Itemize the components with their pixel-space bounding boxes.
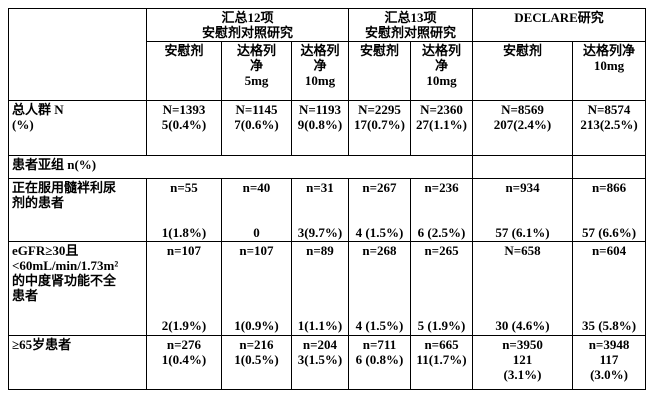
data-cell: n=236 6 (2.5%) [409, 178, 474, 242]
empty-cell [572, 155, 647, 179]
data-cell: n=3948 117 (3.0%) [572, 335, 647, 390]
data-cell: n=55 1(1.8%) [146, 178, 222, 242]
corner-cell [8, 8, 147, 101]
data-cell: n=31 3(9.7%) [291, 178, 349, 242]
data-cell: n=934 57 (6.1%) [472, 178, 574, 242]
data-cell: N=1193 9(0.8%) [291, 100, 349, 156]
data-cell: N=2295 17(0.7%) [348, 100, 411, 156]
data-cell: n=204 3(1.5%) [291, 335, 349, 390]
data-cell: n=276 1(0.4%) [146, 335, 222, 390]
data-cell: n=3950 121 (3.1%) [472, 335, 574, 390]
data-cell: n=267 4 (1.5%) [348, 178, 411, 242]
data-cell: n=265 5 (1.9%) [409, 241, 474, 336]
row-label-age-65-plus: ≥65岁患者 [8, 335, 147, 390]
data-cell: n=107 2(1.9%) [146, 241, 222, 336]
data-cell: n=866 57 (6.6%) [572, 178, 647, 242]
row-label-loop-diuretic: 正在服用髓袢利尿 剂的患者 [8, 178, 147, 242]
data-cell: n=604 35 (5.8%) [572, 241, 647, 336]
row-label-total-population: 总人群 N (%) [8, 100, 147, 156]
table-row-egfr-moderate-renal: eGFR≥30且 <60mL/min/1.73m² 的中度肾功能不全 患者 n=… [8, 241, 647, 336]
subcol-pool12-dapa10: 达格列 净 10mg [291, 41, 349, 101]
data-cell: n=268 4 (1.5%) [348, 241, 411, 336]
subcol-pool12-dapa5: 达格列 净 5mg [221, 41, 292, 101]
data-cell: N=658 30 (4.6%) [472, 241, 574, 336]
group-header-declare: DECLARE研究 [472, 8, 647, 42]
empty-cell [472, 155, 574, 179]
table-subheader-row: 安慰剂 达格列 净 5mg 达格列 净 10mg 安慰剂 达格列 净 10mg … [9, 41, 647, 101]
subcol-pool12-placebo: 安慰剂 [146, 41, 222, 101]
table-row-age-65-plus: ≥65岁患者 n=276 1(0.4%) n=216 1(0.5%) n=204… [8, 335, 647, 390]
data-cell: n=665 11(1.7%) [409, 335, 474, 390]
table-header-group-row: 汇总12项 安慰剂对照研究 汇总13项 安慰剂对照研究 DECLARE研究 [8, 8, 647, 101]
data-cell: n=40 0 [221, 178, 292, 242]
row-label-egfr-moderate-renal: eGFR≥30且 <60mL/min/1.73m² 的中度肾功能不全 患者 [8, 241, 147, 336]
adverse-events-subgroup-table: 汇总12项 安慰剂对照研究 汇总13项 安慰剂对照研究 DECLARE研究 安慰… [7, 8, 647, 390]
data-cell: N=2360 27(1.1%) [409, 100, 474, 156]
data-cell: n=89 1(1.1%) [291, 241, 349, 336]
data-cell: N=1393 5(0.4%) [146, 100, 222, 156]
section-label-patient-subgroup: 患者亚组 n(%) [7, 155, 474, 179]
data-cell: N=8569 207(2.4%) [472, 100, 574, 156]
table-row-loop-diuretic: 正在服用髓袢利尿 剂的患者 n=55 1(1.8%) n=40 0 n=31 3… [8, 178, 647, 242]
subcol-declare-dapa10: 达格列净 10mg [572, 41, 647, 101]
data-cell: N=8574 213(2.5%) [572, 100, 647, 156]
table-row-total-population: 总人群 N (%) N=1393 5(0.4%) N=1145 7(0.6%) … [8, 100, 647, 156]
subcol-declare-placebo: 安慰剂 [472, 41, 574, 101]
data-cell: n=216 1(0.5%) [221, 335, 292, 390]
data-cell: N=1145 7(0.6%) [221, 100, 292, 156]
data-cell: n=711 6 (0.8%) [348, 335, 411, 390]
table-row-subgroup-section: 患者亚组 n(%) [7, 155, 647, 179]
subcol-pool13-dapa10: 达格列 净 10mg [409, 41, 474, 101]
group-header-pool12: 汇总12项 安慰剂对照研究 [146, 8, 349, 42]
data-cell: n=107 1(0.9%) [221, 241, 292, 336]
subcol-pool13-placebo: 安慰剂 [348, 41, 411, 101]
group-header-pool13: 汇总13项 安慰剂对照研究 [347, 8, 474, 42]
